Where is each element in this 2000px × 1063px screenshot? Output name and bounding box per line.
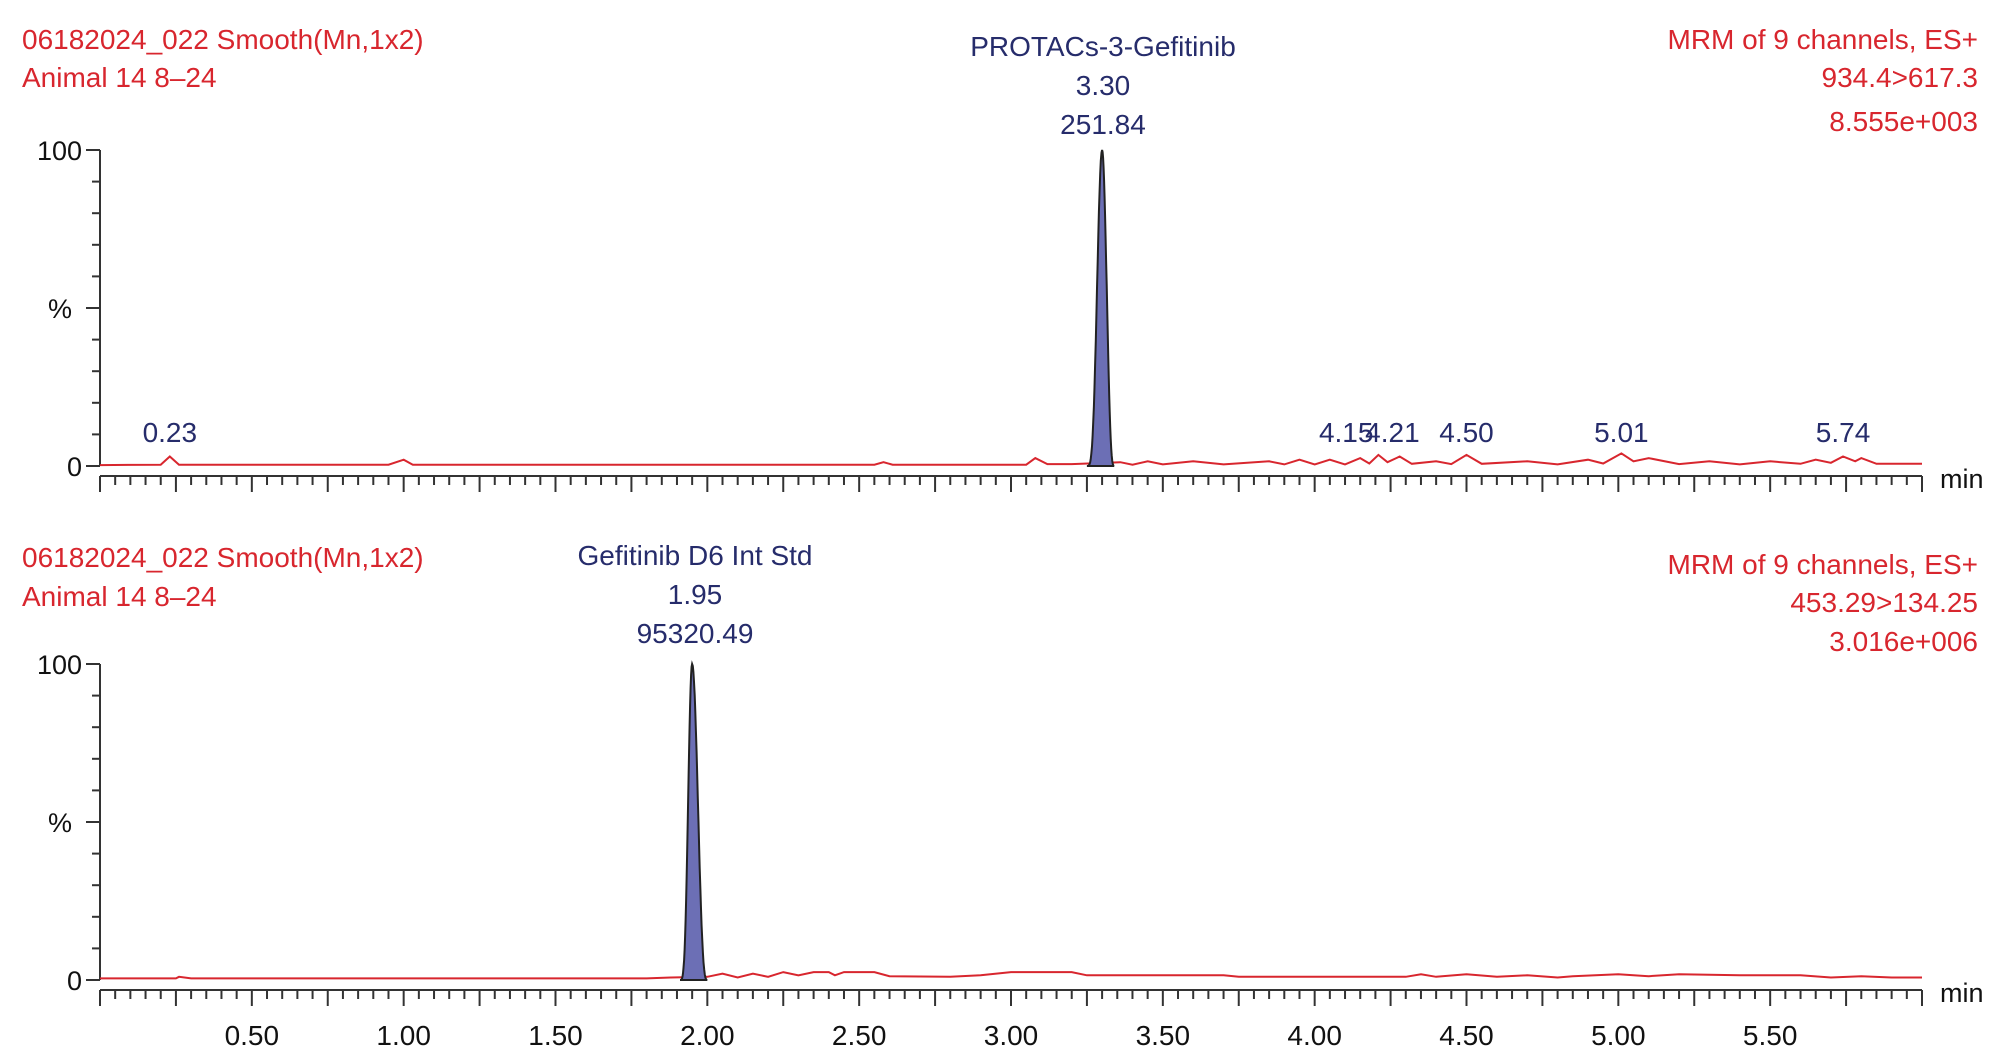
- panel1-peak-area: 251.84: [1060, 109, 1146, 140]
- panel2-transition: 453.29>134.25: [1790, 587, 1978, 618]
- panel2-x-tick-label: 3.50: [1136, 1020, 1191, 1051]
- panel2-x-tick-label: 2.00: [680, 1020, 735, 1051]
- panel2-y-tick-label-0: 0: [67, 966, 82, 996]
- panel1-baseline-trace: [99, 452, 1922, 467]
- panel2-x-tick-label: 3.00: [984, 1020, 1039, 1051]
- panel2-x-tick-label: 0.50: [225, 1020, 280, 1051]
- panel1-main-peak: [1086, 149, 1115, 467]
- panel1-minor-peak-label: 4.21: [1365, 417, 1420, 448]
- panel1-minor-peak-label: 5.01: [1594, 417, 1649, 448]
- panel2-x-tick-label: 1.50: [528, 1020, 583, 1051]
- panel2-x-tick-label: 4.50: [1439, 1020, 1494, 1051]
- panel1-minor-peak-label: 4.50: [1439, 417, 1494, 448]
- panel1-minor-peak-label: 0.23: [143, 417, 198, 448]
- panel2-sample-name: 06182024_022 Smooth(Mn,1x2): [22, 542, 424, 573]
- panel1-channel-info: MRM of 9 channels, ES+: [1667, 24, 1978, 55]
- panel1-minor-peak-label: 5.74: [1816, 417, 1871, 448]
- panel2-x-tick-label: 2.50: [832, 1020, 887, 1051]
- panel2-baseline-trace: [100, 971, 1922, 980]
- panel1-intensity: 8.555e+003: [1829, 106, 1978, 137]
- panel1-peak-rt: 3.30: [1075, 70, 1131, 101]
- panel2-peak-rt: 1.95: [667, 579, 723, 610]
- panel1-sample-desc: Animal 14 8–24: [22, 62, 217, 93]
- panel2-y-tick-label-100: 100: [37, 650, 82, 680]
- panel2-x-tick-label: 5.50: [1743, 1020, 1798, 1051]
- panel2-x-tick-label: 5.00: [1591, 1020, 1646, 1051]
- panel2-y-axis-label: %: [48, 808, 72, 838]
- panel2-x-tick-label: 4.00: [1287, 1020, 1342, 1051]
- panel1-minor-peak-label: 4.15: [1319, 417, 1374, 448]
- panel2-x-tick-label: 1.00: [376, 1020, 431, 1051]
- panel2-peak-area: 95320.49: [636, 618, 754, 649]
- panel2-sample-desc: Animal 14 8–24: [22, 581, 217, 612]
- panel2-compound-name: Gefitinib D6 Int Std: [577, 540, 813, 571]
- panel1-x-axis-label: min: [1940, 464, 1984, 494]
- panel1-y-axis-label: %: [48, 294, 72, 324]
- panel2-main-peak: [680, 660, 708, 981]
- panel2-x-axis-label: min: [1940, 978, 1984, 1008]
- panel1-y-tick-label-100: 100: [37, 136, 82, 166]
- panel1-compound-name: PROTACs-3-Gefitinib: [970, 31, 1236, 62]
- panel1-y-tick-label-0: 0: [67, 452, 82, 482]
- panel1-sample-name: 06182024_022 Smooth(Mn,1x2): [22, 24, 424, 55]
- panel1-transition: 934.4>617.3: [1821, 62, 1979, 93]
- panel2-channel-info: MRM of 9 channels, ES+: [1667, 549, 1978, 580]
- panel2-intensity: 3.016e+006: [1829, 626, 1978, 657]
